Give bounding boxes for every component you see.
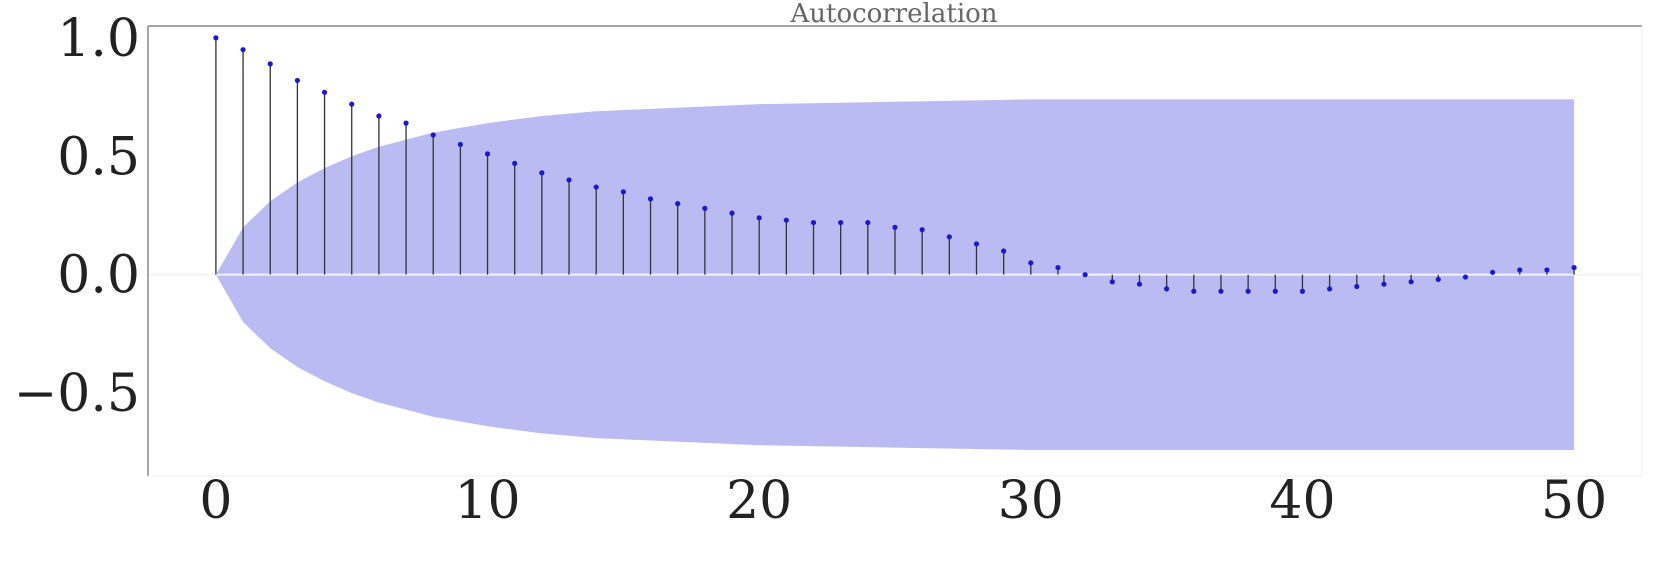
stem-marker <box>946 234 952 240</box>
stem-marker <box>620 189 626 195</box>
stem-marker <box>403 120 409 126</box>
stem-marker <box>213 35 219 41</box>
stem-marker <box>675 201 681 207</box>
x-tick-label: 30 <box>998 471 1064 531</box>
stem-marker <box>512 160 518 166</box>
stem-marker <box>973 241 980 247</box>
stem-marker <box>484 151 491 157</box>
stem-marker <box>1571 264 1577 271</box>
stem-marker <box>1191 288 1197 294</box>
x-tick-label: 20 <box>726 471 792 531</box>
stem-marker <box>1272 288 1278 294</box>
stem-marker <box>321 89 328 95</box>
stem-marker <box>240 47 246 53</box>
stem-layer <box>215 37 1575 292</box>
y-tick-label: −0.5 <box>14 364 140 424</box>
stem-marker <box>783 217 789 223</box>
stem-marker <box>267 61 273 67</box>
stem-marker <box>1517 267 1523 273</box>
stem-marker <box>1435 276 1441 283</box>
stem-marker <box>1299 288 1306 294</box>
stem-marker <box>1218 288 1224 294</box>
x-tick-label: 10 <box>454 471 520 531</box>
stem-marker <box>1082 272 1088 278</box>
stem-marker <box>376 113 382 119</box>
stem-marker <box>539 170 545 176</box>
marker-layer <box>213 35 1577 294</box>
stem-marker <box>919 227 925 233</box>
stem-marker <box>729 210 735 216</box>
stem-marker <box>1109 279 1115 285</box>
stem-marker <box>1381 281 1387 287</box>
stem-marker <box>702 205 708 211</box>
chart-title: Autocorrelation <box>789 0 997 29</box>
stem-marker <box>457 141 463 148</box>
stem-marker <box>1462 274 1469 280</box>
stem-marker <box>1408 279 1414 285</box>
y-tick-label: 1.0 <box>57 9 140 69</box>
stem-marker <box>1001 248 1007 254</box>
stem-marker <box>1245 288 1251 294</box>
x-tick-label: 50 <box>1541 471 1607 531</box>
stem-marker <box>865 219 871 226</box>
stem-marker <box>566 177 572 183</box>
stem-marker <box>1028 260 1034 266</box>
stem-marker <box>349 101 355 107</box>
stem-marker <box>294 77 300 84</box>
stem-marker <box>892 224 898 230</box>
y-tick-label: 0.0 <box>57 246 140 306</box>
x-tick-label: 0 <box>199 471 232 531</box>
stem-marker <box>647 196 654 202</box>
stem-marker <box>1490 269 1496 275</box>
stem-marker <box>593 184 599 190</box>
stem-marker <box>1164 286 1170 292</box>
stem-marker <box>838 219 844 226</box>
stem-marker <box>1136 281 1143 287</box>
stem-marker <box>1544 267 1550 273</box>
stem-marker <box>1327 286 1333 292</box>
stem-marker <box>810 219 817 226</box>
x-tick-label: 40 <box>1269 471 1335 531</box>
stem-marker <box>756 215 762 221</box>
y-tick-label: 0.5 <box>57 127 140 187</box>
tick-label-layer: 0 10 20 30 40 50 1.0 0.5 0.0 −0.5 <box>14 9 1607 531</box>
stem-marker <box>1354 283 1360 290</box>
stem-marker <box>1055 264 1061 271</box>
stem-marker <box>430 132 436 138</box>
